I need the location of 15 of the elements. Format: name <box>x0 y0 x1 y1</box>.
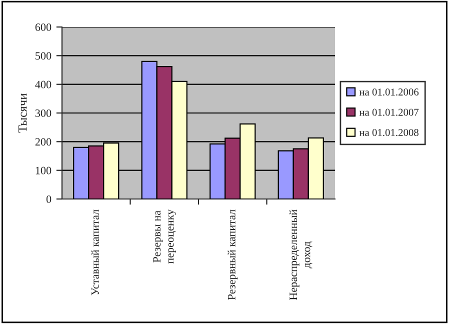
y-tick-label: 100 <box>36 166 52 174</box>
y-tick-label: 0 <box>46 195 52 203</box>
x-tick-label: Уставный капитал <box>91 210 99 296</box>
x-tick-label: Резервы на переоценку <box>153 209 176 264</box>
x-tick-label: Резервный капитал <box>228 210 238 300</box>
y-tick-label: 500 <box>36 52 52 60</box>
y-tick-label: 300 <box>35 109 52 117</box>
y-tick-label: 400 <box>35 80 52 88</box>
legend-label: на 01.01.2007 <box>359 108 419 116</box>
legend-label: на 01.01.2008 <box>359 129 418 136</box>
legend-label: на 01.01.2006 <box>359 88 419 96</box>
y-tick-label: 600 <box>35 23 52 31</box>
y-tick-label: 200 <box>35 138 52 146</box>
y-axis-title: Тысячи <box>18 93 27 133</box>
x-tick-label: Нераспределенный доход <box>289 210 312 300</box>
